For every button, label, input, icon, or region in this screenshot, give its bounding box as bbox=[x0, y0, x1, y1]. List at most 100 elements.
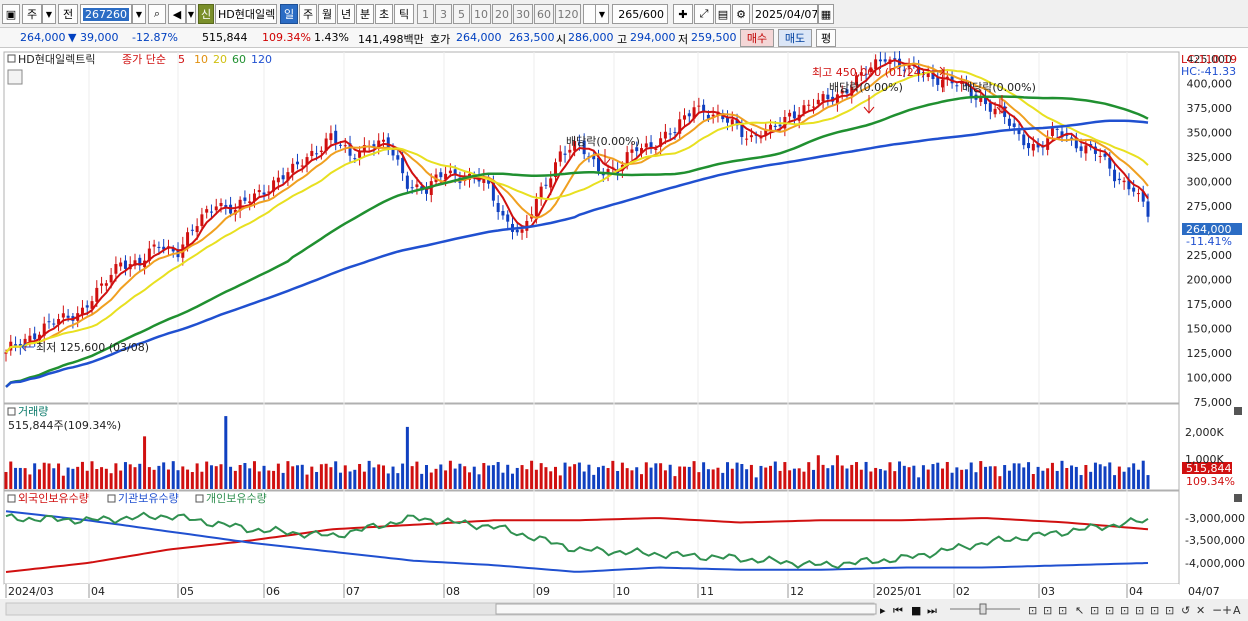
candle-body bbox=[47, 321, 51, 323]
gear-icon[interactable]: ⚙ bbox=[732, 4, 750, 24]
count-input[interactable]: 265/600 bbox=[612, 4, 668, 24]
window-icon[interactable]: ▣ bbox=[2, 4, 20, 24]
tab-minute[interactable]: 분 bbox=[356, 4, 374, 24]
minute-3-button[interactable]: 3 bbox=[435, 4, 452, 24]
scroll-last-icon[interactable]: ⏭ bbox=[927, 604, 937, 617]
period-secondary-select[interactable]: 전 bbox=[58, 4, 78, 24]
save-icon[interactable]: ▤ bbox=[715, 4, 731, 24]
candle-body bbox=[778, 124, 782, 127]
price-tick-label: 325,000 bbox=[1187, 151, 1233, 164]
candle-body bbox=[1031, 144, 1035, 151]
date-input[interactable]: 2025/04/07 bbox=[752, 4, 818, 24]
minute-20-button[interactable]: 20 bbox=[492, 4, 512, 24]
minute-30-button[interactable]: 30 bbox=[513, 4, 533, 24]
candle-body bbox=[635, 147, 639, 152]
holdings-legend-box2-icon[interactable] bbox=[107, 494, 116, 503]
search-icon[interactable]: ⌕ bbox=[148, 4, 166, 24]
period-primary-select[interactable]: 주 bbox=[22, 4, 42, 24]
stock-chart[interactable]: 425,000 400,000 375,000 350,000 325,000 300,0… bbox=[0, 48, 1248, 621]
dividend-annotation-1: 배당락(0.00%) bbox=[566, 135, 640, 148]
text-size-icon[interactable]: A bbox=[1233, 604, 1241, 617]
zoom-icon[interactable]: ⤢ bbox=[694, 4, 714, 24]
volume-bar bbox=[907, 467, 911, 489]
candle-body bbox=[553, 162, 557, 178]
sell-button[interactable]: 매도 bbox=[778, 29, 812, 47]
volume-bar bbox=[434, 468, 438, 489]
stock-code-input[interactable]: 267260 bbox=[80, 4, 132, 24]
volume-bar bbox=[252, 461, 256, 489]
minus-icon[interactable]: − bbox=[1212, 603, 1222, 617]
scroll-right-icon[interactable]: ▸ bbox=[880, 604, 886, 617]
stock-code-value: 267260 bbox=[83, 7, 129, 21]
sound-icon[interactable]: ◀ bbox=[168, 4, 186, 24]
volume-bar bbox=[439, 464, 443, 489]
tool-icon-2[interactable]: ⊡ bbox=[1043, 604, 1052, 617]
volume-bar bbox=[912, 465, 916, 489]
zoom-slider-handle[interactable] bbox=[979, 603, 987, 615]
minute-60-button[interactable]: 60 bbox=[534, 4, 554, 24]
tool-icon-10[interactable]: ⊡ bbox=[1165, 604, 1174, 617]
buy-button[interactable]: 매수 bbox=[740, 29, 774, 47]
volume-bar bbox=[769, 465, 773, 489]
volume-bar bbox=[1074, 466, 1078, 489]
tab-tick[interactable]: 틱 bbox=[394, 4, 414, 24]
tool-icon-11[interactable]: ↺ bbox=[1181, 604, 1190, 617]
close-icon[interactable]: ✕ bbox=[1196, 604, 1205, 617]
table-toggle-icon[interactable] bbox=[7, 69, 23, 85]
tab-day[interactable]: 일 bbox=[280, 4, 298, 24]
candle-body bbox=[1122, 180, 1126, 183]
candle-body bbox=[640, 148, 644, 154]
volume-bar bbox=[1046, 468, 1050, 489]
scrollbar-thumb[interactable] bbox=[495, 603, 877, 615]
volume-bar bbox=[305, 474, 309, 489]
interval-dropdown-icon[interactable]: ▼ bbox=[595, 4, 609, 24]
holdings-legend-box3-icon[interactable] bbox=[195, 494, 204, 503]
candle-body bbox=[286, 172, 290, 181]
tool-icon-4[interactable]: ↖ bbox=[1075, 604, 1084, 617]
tab-month[interactable]: 월 bbox=[318, 4, 336, 24]
crosshair-icon[interactable]: ✚ bbox=[673, 4, 693, 24]
tool-icon-5[interactable]: ⊡ bbox=[1090, 604, 1099, 617]
period-secondary-label: 전 bbox=[62, 8, 74, 21]
tab-second[interactable]: 초 bbox=[375, 4, 393, 24]
volume-bar bbox=[563, 462, 567, 489]
minute-5-button[interactable]: 5 bbox=[453, 4, 470, 24]
tool-icon-8[interactable]: ⊡ bbox=[1135, 604, 1144, 617]
volume-bars bbox=[4, 416, 1150, 489]
tab-year[interactable]: 년 bbox=[337, 4, 355, 24]
calendar-icon[interactable]: ▦ bbox=[818, 4, 834, 24]
tab-week[interactable]: 주 bbox=[299, 4, 317, 24]
stock-name-field[interactable]: HD현대일렉 bbox=[215, 4, 277, 24]
plus-icon[interactable]: + bbox=[1222, 603, 1232, 617]
volume-legend-box-icon[interactable] bbox=[7, 407, 16, 416]
tool-icon-9[interactable]: ⊡ bbox=[1150, 604, 1159, 617]
chevron-down-icon[interactable]: ▼ bbox=[42, 4, 56, 24]
tool-icon-6[interactable]: ⊡ bbox=[1105, 604, 1114, 617]
candle-body bbox=[248, 201, 252, 203]
volume-close-icon[interactable] bbox=[1234, 407, 1242, 415]
volume-bar bbox=[783, 462, 787, 489]
tool-icon-3[interactable]: ⊡ bbox=[1058, 604, 1067, 617]
stop-icon[interactable]: ■ bbox=[911, 604, 921, 617]
volume-bar bbox=[4, 471, 8, 489]
buy-button-label: 매수 bbox=[746, 32, 768, 45]
holdings-close-icon[interactable] bbox=[1234, 494, 1242, 502]
holdings-legend-box-icon[interactable] bbox=[7, 494, 16, 503]
low-annotation-arrow bbox=[21, 342, 34, 352]
minute-10-button[interactable]: 10 bbox=[471, 4, 491, 24]
tool-icon-1[interactable]: ⊡ bbox=[1028, 604, 1037, 617]
minute-120-button[interactable]: 120 bbox=[555, 4, 581, 24]
eval-button[interactable]: 평 bbox=[816, 29, 836, 47]
legend-box-icon[interactable] bbox=[7, 54, 16, 63]
volume-bar bbox=[233, 470, 237, 489]
scroll-first-icon[interactable]: ⏮ bbox=[893, 604, 903, 617]
candle-body bbox=[1093, 146, 1097, 154]
code-dropdown-icon[interactable]: ▼ bbox=[132, 4, 146, 24]
volume-bar bbox=[620, 462, 624, 489]
tool-icon-7[interactable]: ⊡ bbox=[1120, 604, 1129, 617]
candle-body bbox=[601, 173, 605, 176]
minute-1-button[interactable]: 1 bbox=[417, 4, 434, 24]
volume-bar bbox=[57, 463, 61, 489]
sound-dropdown-icon[interactable]: ▼ bbox=[186, 4, 196, 24]
volume-bar bbox=[1093, 462, 1097, 489]
